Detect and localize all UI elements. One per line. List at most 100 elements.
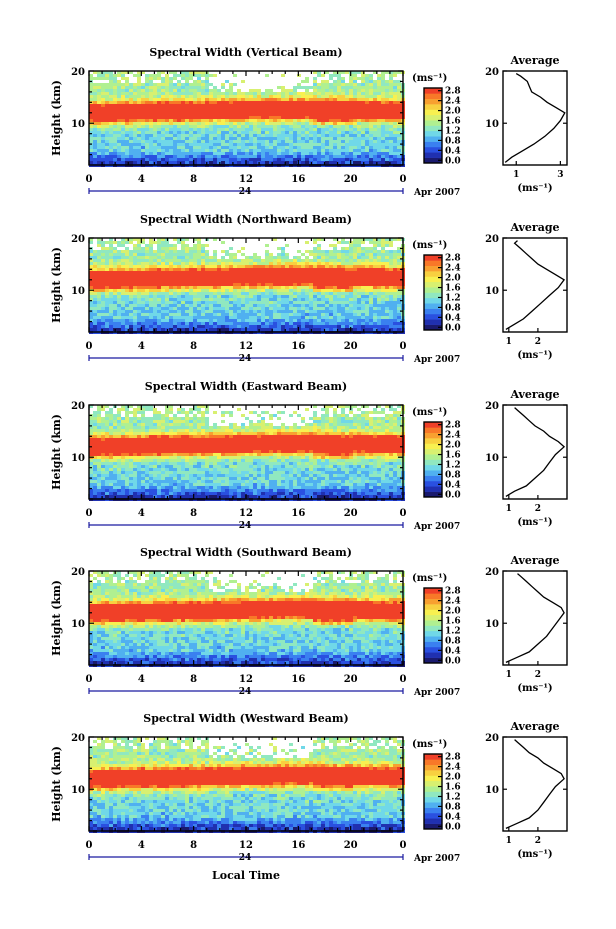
avg-ytick-3-20: 20 — [485, 401, 499, 412]
panel-title-2: Spectral Width (Northward Beam) — [140, 213, 352, 226]
ytick-label-2-10: 10 — [71, 286, 85, 297]
month-label-3: Apr 2007 — [413, 522, 460, 532]
colorbar-1 — [423, 87, 443, 164]
colorbar-tick-3-5: 0.8 — [445, 470, 461, 480]
date-mark-4: 24 — [239, 687, 252, 697]
xtick-label-2-0: 0 — [86, 341, 93, 352]
xtick-label-5-4: 16 — [291, 840, 305, 851]
colorbar-unit-3: (ms⁻¹) — [412, 407, 447, 418]
avg-profile-line-3 — [505, 407, 566, 497]
xtick-label-3-6: 0 — [400, 508, 407, 519]
colorbar-tick-3-2: 2.0 — [445, 441, 461, 451]
colorbar-tick-5-1: 2.4 — [445, 763, 461, 773]
xtick-label-4-1: 4 — [138, 674, 145, 685]
xtick-label-5-1: 4 — [138, 840, 145, 851]
avg-title-1: Average — [509, 54, 559, 67]
colorbar-tick-2-1: 2.4 — [445, 264, 461, 274]
colorbar-4 — [423, 587, 443, 664]
avg-profile-line-4 — [505, 573, 565, 663]
colorbar-tick-1-5: 0.8 — [445, 136, 461, 146]
colorbar-tick-1-0: 2.8 — [445, 87, 461, 97]
avg-ytick-4-20: 20 — [485, 567, 499, 578]
colorbar-tick-5-3: 1.6 — [445, 783, 461, 793]
avg-xtick-5-1: 2 — [535, 836, 541, 846]
colorbar-tick-4-3: 1.6 — [445, 617, 461, 627]
ytick-label-5-10: 10 — [71, 785, 85, 796]
colorbar-tick-4-4: 1.2 — [445, 626, 461, 636]
xtick-label-1-2: 8 — [190, 174, 197, 185]
ylabel-2: Height (km) — [50, 247, 63, 323]
ytick-label-1-20: 20 — [71, 67, 85, 78]
avg-xlabel-5: (ms⁻¹) — [517, 849, 552, 860]
ylabel-3: Height (km) — [50, 414, 63, 490]
avg-frame-1 — [502, 70, 568, 166]
colorbar-tick-2-2: 2.0 — [445, 274, 461, 284]
avg-xlabel-4: (ms⁻¹) — [517, 683, 552, 694]
xtick-label-5-2: 8 — [190, 840, 197, 851]
colorbar-tick-1-7: 0.0 — [445, 156, 461, 166]
xtick-label-3-2: 8 — [190, 508, 197, 519]
ylabel-4: Height (km) — [50, 580, 63, 656]
date-mark-5: 24 — [239, 853, 252, 863]
xtick-label-1-0: 0 — [86, 174, 93, 185]
xtick-label-4-5: 20 — [344, 674, 358, 685]
avg-profile-line-1 — [504, 73, 566, 163]
avg-xlabel-3: (ms⁻¹) — [517, 517, 552, 528]
colorbar-tick-3-1: 2.4 — [445, 431, 461, 441]
avg-xtick-3-1: 2 — [535, 504, 541, 514]
month-label-1: Apr 2007 — [413, 188, 460, 198]
xtick-label-2-1: 4 — [138, 341, 145, 352]
avg-profile-line-5 — [505, 739, 565, 829]
colorbar-tick-3-3: 1.6 — [445, 451, 461, 461]
xtick-label-1-6: 0 — [400, 174, 407, 185]
ytick-label-1-10: 10 — [71, 119, 85, 130]
colorbar-unit-1: (ms⁻¹) — [412, 73, 447, 84]
ytick-label-4-20: 20 — [71, 567, 85, 578]
avg-frame-3 — [502, 404, 568, 500]
avg-ytick-1-20: 20 — [485, 67, 499, 78]
xtick-label-2-4: 16 — [291, 341, 305, 352]
colorbar-tick-5-6: 0.4 — [445, 812, 461, 822]
xtick-label-2-3: 12 — [239, 341, 253, 352]
xtick-label-1-5: 20 — [344, 174, 358, 185]
colorbar-unit-4: (ms⁻¹) — [412, 573, 447, 584]
avg-ytick-5-20: 20 — [485, 733, 499, 744]
colorbar-2 — [423, 254, 443, 331]
heatmap-5 — [89, 737, 405, 833]
xlabel-local-time: Local Time — [212, 869, 280, 882]
colorbar-tick-5-4: 1.2 — [445, 792, 461, 802]
xtick-label-1-3: 12 — [239, 174, 253, 185]
ytick-label-4-10: 10 — [71, 619, 85, 630]
xtick-label-2-5: 20 — [344, 341, 358, 352]
panel-title-3: Spectral Width (Eastward Beam) — [145, 380, 347, 393]
colorbar-tick-5-5: 0.8 — [445, 802, 461, 812]
xtick-label-5-6: 0 — [400, 840, 407, 851]
avg-title-2: Average — [509, 221, 559, 234]
avg-ytick-3-10: 10 — [485, 453, 499, 464]
avg-frame-2 — [502, 237, 568, 333]
xtick-label-5-0: 0 — [86, 840, 93, 851]
ytick-label-3-10: 10 — [71, 453, 85, 464]
colorbar-tick-2-6: 0.4 — [445, 313, 461, 323]
avg-xtick-5-0: 1 — [506, 836, 512, 846]
ylabel-5: Height (km) — [50, 746, 63, 822]
avg-frame-5 — [502, 736, 568, 832]
colorbar-tick-3-4: 1.2 — [445, 460, 461, 470]
avg-ytick-2-20: 20 — [485, 234, 499, 245]
colorbar-tick-1-4: 1.2 — [445, 126, 461, 136]
xtick-label-4-4: 16 — [291, 674, 305, 685]
colorbar-tick-5-7: 0.0 — [445, 822, 461, 832]
heatmap-1 — [89, 71, 405, 167]
xtick-label-4-0: 0 — [86, 674, 93, 685]
month-label-2: Apr 2007 — [413, 355, 460, 365]
avg-xtick-2-0: 1 — [506, 337, 512, 347]
xtick-label-4-3: 12 — [239, 674, 253, 685]
colorbar-tick-3-7: 0.0 — [445, 490, 461, 500]
heatmap-4 — [89, 571, 405, 667]
avg-xtick-3-0: 1 — [506, 504, 512, 514]
xtick-label-3-0: 0 — [86, 508, 93, 519]
colorbar-tick-1-3: 1.6 — [445, 117, 461, 127]
colorbar-tick-2-3: 1.6 — [445, 284, 461, 294]
avg-profile-line-2 — [505, 240, 566, 330]
